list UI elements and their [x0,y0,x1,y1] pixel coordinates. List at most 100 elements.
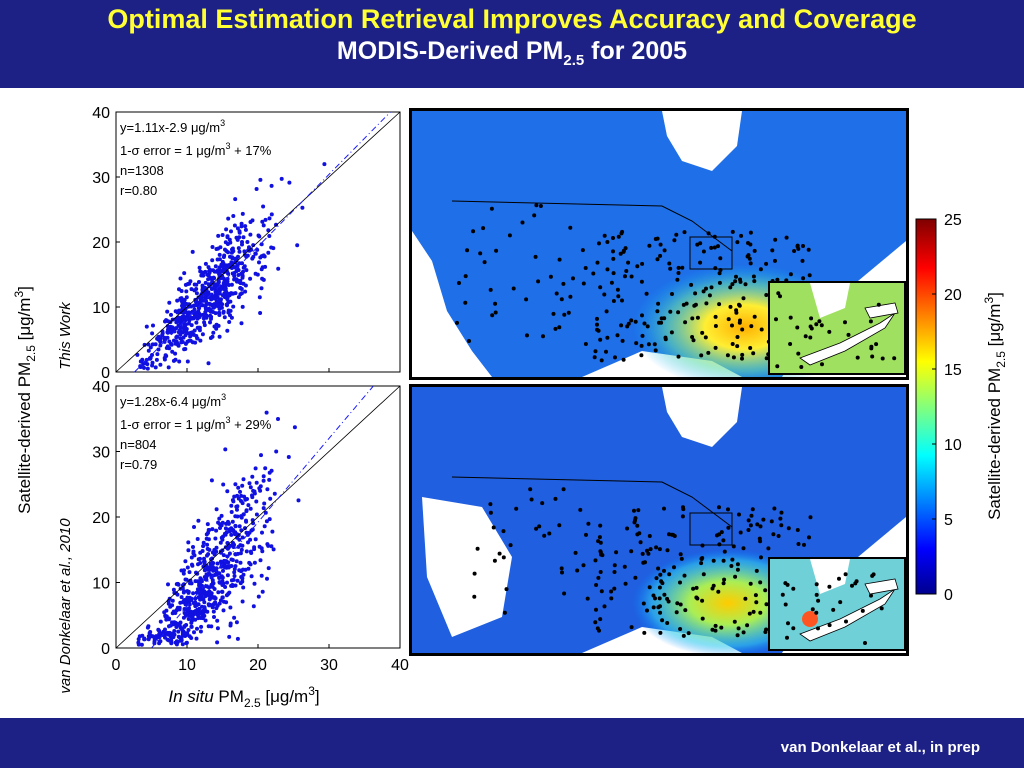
monitor-site [680,514,685,519]
scatter-point [205,573,210,578]
scatter-point [229,532,234,537]
monitor-site [618,251,623,256]
monitor-site [534,526,539,531]
scatter-point [256,233,261,238]
scatter-point [264,410,269,415]
scatter-point [260,549,265,554]
scatter-point [193,601,198,606]
scatter-point [228,254,232,259]
monitor-site [636,508,641,513]
scatter-point [259,286,264,291]
scatter-point [204,314,209,319]
scatter-point [246,503,251,508]
x-tick-label: 20 [249,657,267,674]
scatter-point [177,359,182,364]
monitor-site [709,285,714,290]
scatter-point [222,315,227,320]
scatter-point [158,339,163,344]
monitor-site [695,315,700,320]
monitor-site [684,301,689,306]
monitor-site [837,576,841,581]
scatter-point [229,315,234,320]
monitor-site [699,561,704,566]
monitor-site [770,248,775,253]
scatter-point [241,585,246,590]
monitor-site [640,261,645,266]
scatter-point [179,340,184,345]
monitor-site [660,618,665,623]
monitor-site [713,628,718,633]
scatter-point [257,544,262,549]
monitor-site [667,532,671,537]
monitor-site [796,542,801,546]
monitor-site [532,213,537,218]
scatter-point [198,629,203,634]
monitor-site [595,260,600,265]
scatter-point [212,304,217,309]
monitor-site [635,532,640,537]
colorbar-tick-label: 20 [944,287,962,304]
scatter-point [254,499,259,504]
monitor-site [633,319,638,324]
monitor-site [810,607,815,612]
stats-line1-bottom: y=1.28x-6.4 μg/m3 [120,392,226,409]
scatter-point [182,271,187,276]
monitor-site [573,550,578,555]
inset-map-bottom [768,557,906,651]
scatter-point [258,311,263,315]
scatter-point [208,308,213,312]
monitor-site [640,333,645,338]
monitor-site [814,322,819,327]
scatter-point [216,323,221,328]
data-points-top [135,162,327,371]
monitor-site [599,358,604,363]
scatter-point [246,540,250,545]
scatter-point [198,576,203,581]
scatter-point [167,630,172,635]
monitor-site [672,534,677,538]
monitor-site [700,330,705,335]
monitor-site [659,320,664,325]
scatter-point [194,291,199,296]
scatter-point [245,497,249,501]
monitor-site [620,229,625,234]
scatter-point [178,336,183,341]
y-axis-label: Satellite-derived PM2.5 [μg/m3] [12,286,38,514]
monitor-site [493,301,498,306]
scatter-point [151,323,155,328]
monitor-site [780,592,785,597]
monitor-site [675,277,680,282]
scatter-point [224,280,229,285]
scatter-point [231,291,236,296]
scatter-point [207,269,212,274]
scatter-point [192,630,196,635]
monitor-site [591,271,596,276]
monitor-site [717,302,722,307]
scatter-point [206,537,211,542]
scatter-point [206,361,211,366]
monitor-site [615,287,620,292]
scatter-point [185,311,190,316]
monitor-site [691,586,696,591]
map-top-pacific [412,231,492,377]
scatter-point [135,352,140,357]
monitor-site [553,326,558,331]
scatter-point [148,630,153,634]
scatter-point [211,561,216,566]
scatter-point [215,561,220,566]
scatter-point [166,601,171,606]
monitor-site [620,298,624,303]
scatter-point [184,631,188,636]
inset-sites-top [774,291,897,369]
scatter-point [263,217,268,222]
scatter-point [221,264,226,269]
monitor-site [814,582,819,587]
monitor-site [668,309,673,314]
x-tick-label: 0 [112,657,121,674]
scatter-point [146,637,151,642]
scatter-point [295,243,300,248]
monitor-site [653,596,657,601]
monitor-site [795,528,800,532]
scatter-point [178,638,183,643]
scatter-point [260,589,265,594]
